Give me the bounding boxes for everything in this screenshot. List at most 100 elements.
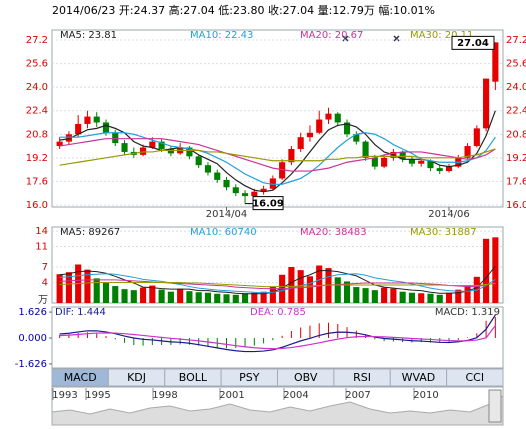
volume-bar <box>186 291 193 303</box>
y-tick-label-right: 22.4 <box>506 106 526 117</box>
timeline-label: 2004 <box>283 390 308 401</box>
candle-body <box>483 78 490 129</box>
candle-body <box>371 157 378 167</box>
volume-bar <box>436 294 443 303</box>
volume-bar <box>288 267 295 303</box>
volume-bar <box>112 286 119 303</box>
candle-body <box>223 179 230 188</box>
candle-body <box>195 156 202 166</box>
volume-bar <box>399 291 406 303</box>
timeline-label: 2001 <box>219 390 244 401</box>
volume-bar <box>427 293 434 303</box>
candle-body <box>288 148 295 163</box>
candle-body <box>436 168 443 172</box>
volume-ma-line <box>59 279 496 290</box>
volume-bar <box>121 289 128 303</box>
x-tick-label: 2014/04 <box>206 209 248 220</box>
y-tick-label: 1.626 <box>18 307 47 318</box>
y-tick-label: 16.0 <box>26 200 48 211</box>
timeline-handle[interactable] <box>488 389 502 423</box>
candle-body <box>232 187 239 194</box>
candle-body <box>158 141 165 149</box>
timeline-label: 1993 <box>52 390 77 401</box>
candle-body <box>260 188 267 192</box>
candle-body <box>214 172 221 180</box>
tab-label[interactable]: BOLL <box>179 371 208 384</box>
volume-bar <box>56 274 63 303</box>
volume-bar <box>241 293 249 303</box>
volume-bar <box>455 289 462 303</box>
y-tick-label: 22.4 <box>26 106 48 117</box>
volume-bar <box>297 270 304 303</box>
y-tick-label-right: 17.6 <box>506 176 526 187</box>
volume-bar <box>177 288 184 303</box>
timeline-label: 1998 <box>152 390 177 401</box>
y-tick-label-right: 25.6 <box>506 59 526 70</box>
volume-bar <box>84 269 91 303</box>
candle-body <box>186 147 193 157</box>
volume-bar <box>483 238 490 303</box>
candle-body <box>149 141 156 148</box>
tab-label[interactable]: CCI <box>466 371 485 384</box>
volume-bar <box>353 287 360 303</box>
tab-label[interactable]: OBV <box>294 371 318 384</box>
volume-bar <box>381 287 388 303</box>
candle-body <box>399 151 406 160</box>
candle-body <box>84 116 91 124</box>
x-tick-label: 2014/06 <box>428 209 470 220</box>
candle-body <box>353 134 360 142</box>
timeline-area <box>51 395 504 426</box>
volume-bar <box>464 285 471 303</box>
macd-panel <box>51 306 504 369</box>
volume-bar <box>149 285 156 303</box>
volume-bar <box>93 278 100 303</box>
volume-bar <box>223 294 230 303</box>
volume-bar <box>140 287 147 303</box>
candle-body <box>445 166 453 172</box>
candle-body <box>464 146 471 158</box>
legend-entry: DIF: 1.444 <box>55 307 106 318</box>
ma-line <box>59 138 496 172</box>
header-info: 2014/06/23 开:24.37 高:27.04 低:23.80 收:27.… <box>52 3 435 17</box>
volume-bar <box>158 289 165 303</box>
y-tick-label: 24.0 <box>26 82 48 93</box>
timeline-label: 1995 <box>85 390 110 401</box>
volume-bar <box>445 292 453 303</box>
candle-body <box>121 143 128 152</box>
y-tick-label: 27.2 <box>26 35 48 46</box>
y-tick-label: 25.6 <box>26 59 48 70</box>
candle-body <box>381 157 388 167</box>
tab[interactable] <box>446 368 504 387</box>
macd-line <box>59 325 496 350</box>
candle-body <box>334 113 341 123</box>
unit-label: 万 <box>38 295 48 306</box>
candle-body <box>473 128 480 147</box>
candle-body <box>362 141 369 158</box>
tab-label[interactable]: RSI <box>353 371 371 384</box>
volume-ma-line <box>59 273 496 294</box>
y-tick-label: 11 <box>35 242 48 253</box>
tab-label[interactable]: KDJ <box>127 371 146 384</box>
candle-body <box>279 162 286 179</box>
y-tick-label: 14 <box>35 226 48 237</box>
candle-body <box>56 141 63 147</box>
volume-bar <box>251 292 258 303</box>
legend-entry: MA5: 23.81 <box>60 30 117 41</box>
tab-label[interactable]: MACD <box>64 371 97 384</box>
legend-entry: DEA: 0.785 <box>250 307 306 318</box>
candle-body <box>112 132 119 144</box>
volume-bar <box>195 292 202 303</box>
volume-bar <box>130 290 137 303</box>
candle-body <box>251 191 258 197</box>
tab-label[interactable]: PSY <box>239 371 260 384</box>
tab-label[interactable]: WVAD <box>402 371 436 384</box>
legend-entry: MA30: 31887 <box>410 227 477 238</box>
y-tick-label: 20.8 <box>26 129 48 140</box>
candle-body <box>167 148 174 154</box>
volume-bar <box>371 290 378 303</box>
volume-bar <box>492 237 499 303</box>
ma-line <box>59 132 496 185</box>
timeline-label: 2007 <box>345 390 370 401</box>
legend-entry: MA10: 60740 <box>190 227 257 238</box>
candle-body <box>269 178 276 189</box>
